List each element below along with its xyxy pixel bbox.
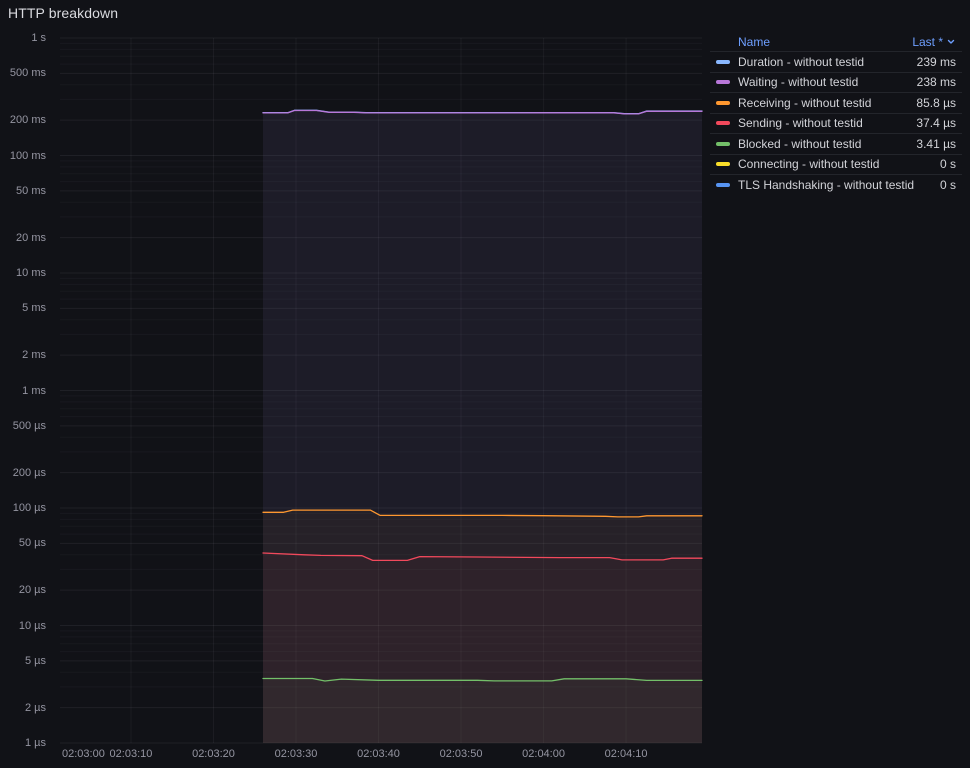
series-color-swatch xyxy=(716,141,730,146)
series-color-swatch xyxy=(716,121,730,126)
grid-major-layer xyxy=(60,37,702,744)
series-name: TLS Handshaking - without testid xyxy=(738,177,915,192)
series-fill-4 xyxy=(263,678,702,743)
series-last-value: 85.8 µs xyxy=(916,95,956,110)
y-axis-tick-label: 200 ms xyxy=(9,114,46,127)
series-line-1 xyxy=(262,109,703,115)
series-name: Blocked - without testid xyxy=(738,136,862,151)
series-color-swatch xyxy=(716,59,730,64)
series-fill-2 xyxy=(263,510,702,743)
series-last-value: 238 ms xyxy=(916,75,956,90)
y-axis-tick-label: 10 ms xyxy=(16,267,46,279)
y-axis-tick-label: 10 µs xyxy=(18,619,46,632)
series-line-4 xyxy=(262,677,703,682)
series-name: Receiving - without testid xyxy=(738,95,872,110)
legend-row[interactable]: TLS Handshaking - without testid 0 s xyxy=(710,174,962,195)
x-axis-tick-label: 02:03:00 xyxy=(62,748,105,760)
y-axis-tick-label: 100 µs xyxy=(12,502,46,514)
legend-row[interactable]: Receiving - without testid 85.8 µs xyxy=(710,92,962,113)
x-axis-tick-label: 02:03:50 xyxy=(439,748,483,760)
series-color-swatch xyxy=(716,80,730,85)
series-name: Connecting - without testid xyxy=(738,157,880,172)
y-axis-tick-label: 1 µs xyxy=(24,737,46,749)
y-axis-tick-label: 20 ms xyxy=(16,231,46,244)
series-name: Waiting - without testid xyxy=(738,75,859,90)
series-color-swatch xyxy=(716,182,730,187)
y-axis-tick-label: 2 µs xyxy=(24,701,46,714)
legend-sort-last[interactable]: Last * xyxy=(912,35,956,49)
y-axis-tick-label: 50 µs xyxy=(18,537,46,550)
series-last-value: 37.4 µs xyxy=(916,116,956,131)
series-last-value: 239 ms xyxy=(916,54,956,69)
series-color-swatch xyxy=(716,100,730,105)
legend-row[interactable]: Sending - without testid 37.4 µs xyxy=(710,112,962,134)
series-line-3 xyxy=(262,552,703,562)
x-axis-tick-label: 02:03:10 xyxy=(109,748,153,760)
series-fill-1 xyxy=(263,110,702,743)
legend-header: Name Last * xyxy=(710,32,962,51)
series-fill-3 xyxy=(263,553,702,743)
y-axis-tick-label: 200 µs xyxy=(12,466,46,479)
series-line-2 xyxy=(262,509,703,518)
series-name: Duration - without testid xyxy=(738,54,865,69)
legend-row[interactable]: Duration - without testid 239 ms xyxy=(710,51,962,72)
series-last-value: 0 s xyxy=(939,157,956,172)
legend-sort-last-label: Last * xyxy=(912,34,943,49)
y-axis-tick-label: 500 ms xyxy=(9,67,46,80)
legend-sort-name[interactable]: Name xyxy=(738,34,771,49)
x-axis-tick-label: 02:04:00 xyxy=(522,748,565,760)
series-line-layer xyxy=(262,109,703,682)
plot-area[interactable] xyxy=(60,38,702,743)
series-fill-0 xyxy=(263,110,702,744)
legend-table: Name Last * Duration - without testid 239… xyxy=(710,32,962,195)
grid-minor-layer xyxy=(60,42,702,688)
legend-row[interactable]: Connecting - without testid 0 s xyxy=(710,153,962,175)
series-name: Sending - without testid xyxy=(738,116,863,131)
y-axis-tick-label: 5 ms xyxy=(22,302,46,315)
chevron-down-icon xyxy=(947,39,955,44)
series-fill-layer xyxy=(263,110,702,744)
y-axis-tick-label: 5 µs xyxy=(24,654,46,667)
x-axis-tick-label: 02:03:30 xyxy=(274,748,318,760)
series-last-value: 0 s xyxy=(939,177,956,192)
legend-rows: Duration - without testid 239 ms Waiting -… xyxy=(710,51,962,195)
y-axis-tick-label: 20 µs xyxy=(18,584,46,597)
x-axis-tick-label: 02:04:10 xyxy=(604,748,648,760)
y-axis-tick-label: 1 s xyxy=(31,32,46,44)
x-axis-tick-label: 02:03:20 xyxy=(192,748,235,760)
legend-row[interactable]: Waiting - without testid 238 ms xyxy=(710,71,962,93)
x-axis-tick-label: 02:03:40 xyxy=(357,748,400,760)
y-axis-tick-label: 500 µs xyxy=(12,419,46,432)
y-axis-tick-label: 100 ms xyxy=(9,149,46,162)
series-last-value: 3.41 µs xyxy=(916,136,956,151)
y-axis-tick-label: 1 ms xyxy=(22,384,46,397)
series-color-swatch xyxy=(716,162,730,167)
panel-title[interactable]: HTTP breakdown xyxy=(8,5,119,21)
y-axis-tick-label: 50 ms xyxy=(16,184,46,197)
y-axis-tick-label: 2 ms xyxy=(22,349,46,362)
legend-row[interactable]: Blocked - without testid 3.41 µs xyxy=(710,133,962,154)
